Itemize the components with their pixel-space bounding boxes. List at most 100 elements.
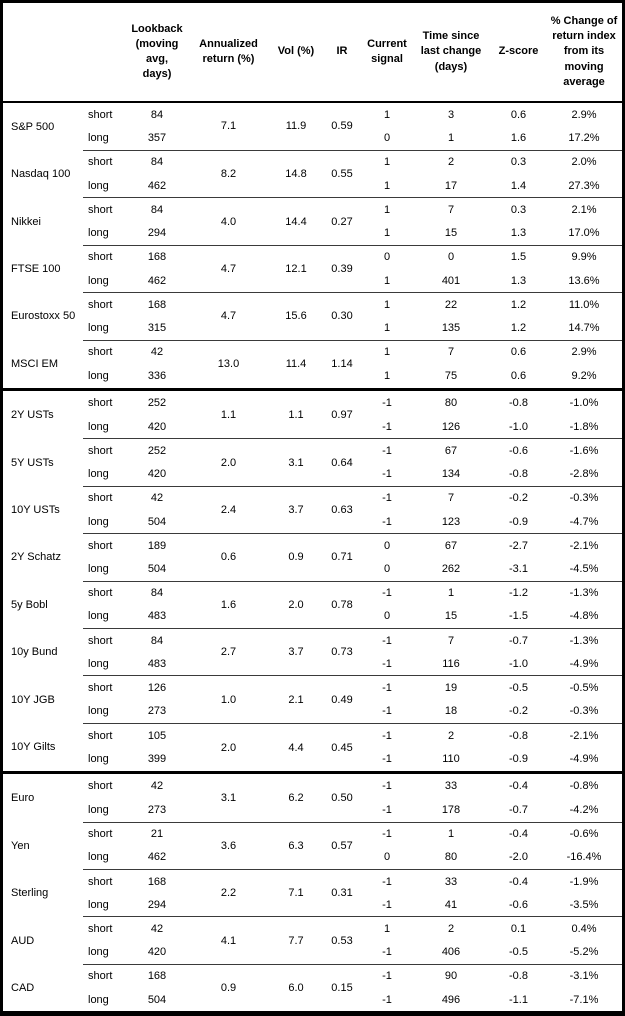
lookback-value: 420 — [128, 462, 186, 487]
asset-row-long: long 273 -1 178 -0.7 -4.2% — [3, 798, 622, 823]
asset-row-long: long 273 -1 18 -0.2 -0.3% — [3, 699, 622, 724]
asset-name-cell: MSCI EM — [3, 340, 83, 391]
pct-change-value: -4.5% — [546, 557, 622, 582]
row-type-label: short — [88, 156, 113, 169]
asset-name-cell: AUD — [11, 934, 35, 947]
time-since-value: 15 — [411, 221, 491, 246]
time-since-value: 19 — [444, 682, 458, 695]
pct-change-value: -1.3% — [569, 634, 599, 647]
signal-value: -1 — [382, 780, 392, 793]
time-since-value: 2 — [447, 729, 455, 742]
lookback-value: 420 — [128, 940, 186, 965]
asset-name-cell: 5Y USTs — [11, 456, 54, 469]
time-since-value: 75 — [411, 363, 491, 391]
pct-change-value: -0.5% — [569, 682, 599, 695]
lookback-value: 105 — [147, 729, 167, 742]
vol-value: 14.4 — [271, 197, 321, 246]
ir-value: 0.15 — [331, 981, 353, 994]
signal-value: -1 — [382, 634, 392, 647]
signal-value: -1 — [363, 699, 411, 724]
ir-value: 0.64 — [321, 438, 363, 487]
pct-change-value: 17.0% — [546, 221, 622, 246]
time-since-value: 401 — [411, 268, 491, 294]
asset-row-short: 10Y JGB short 126 1.0 2.1 0.49 -1 19 -0.5 -0.5% — [3, 675, 622, 724]
ir-value: 0.49 — [321, 675, 363, 724]
lookback-value: 84 — [150, 156, 164, 169]
lookback-value: 483 — [128, 652, 186, 677]
signal-value: -1 — [363, 462, 411, 487]
pct-change-value: -4.9% — [546, 652, 622, 677]
pct-change-value: -4.7% — [546, 509, 622, 535]
z-score-value: 1.5 — [510, 251, 527, 264]
asset-row-long: long 399 -1 110 -0.9 -4.9% — [3, 747, 622, 775]
lookback-value: 336 — [128, 363, 186, 391]
pct-change-value: 2.0% — [571, 156, 597, 169]
asset-name-cell: 10Y Gilts — [3, 723, 83, 775]
row-type-label: long — [83, 893, 128, 918]
row-type-label: long — [83, 652, 128, 677]
lookback-value: 84 — [150, 108, 164, 121]
asset-row-short: Eurostoxx 50 short 168 4.7 15.6 0.30 1 22 1.2 11.… — [3, 292, 622, 341]
pct-change-value: 0.4% — [571, 923, 597, 936]
row-type-label: short — [88, 203, 113, 216]
asset-row-long: long 294 -1 41 -0.6 -3.5% — [3, 893, 622, 918]
row-type-label: long — [83, 557, 128, 582]
vol-value: 0.9 — [271, 533, 321, 582]
time-since-value: 3 — [447, 108, 455, 121]
row-type-label: short — [88, 729, 113, 742]
lookback-value: 462 — [128, 845, 186, 870]
asset-name-cell: 10Y JGB — [11, 693, 55, 706]
asset-row-short: Yen short 21 3.6 6.3 0.57 -1 1 -0.4 -0.6% — [3, 822, 622, 871]
lookback-value: 252 — [147, 397, 167, 409]
z-score-value: 1.3 — [491, 221, 546, 246]
vol-value: 4.4 — [271, 723, 321, 775]
annualized-return-value: 2.7 — [186, 628, 271, 677]
time-since-value: 1 — [447, 587, 455, 600]
asset-row-long: long 420 -1 134 -0.8 -2.8% — [3, 462, 622, 487]
lookback-value: 42 — [150, 923, 164, 936]
asset-row-short: FTSE 100 short 168 4.7 12.1 0.39 0 0 1.5 9.9% — [3, 245, 622, 294]
annualized-return-value: 3.1 — [186, 772, 271, 823]
row-type-label: short — [88, 634, 113, 647]
signal-value: -1 — [382, 682, 392, 695]
signal-value: 1 — [383, 108, 391, 121]
vol-value: 6.0 — [288, 981, 304, 994]
lookback-value: 42 — [150, 492, 164, 505]
row-type-label: short — [88, 828, 113, 841]
time-since-value: 67 — [444, 444, 458, 457]
ir-value: 0.59 — [321, 102, 363, 151]
vol-value: 6.3 — [271, 822, 321, 871]
pct-change-value: -0.3% — [546, 699, 622, 724]
asset-row-short: 10Y Gilts short 105 2.0 4.4 0.45 -1 2 -0.8 -2.1% — [3, 723, 622, 775]
signal-value: 1 — [383, 203, 391, 216]
signal-value: -1 — [363, 940, 411, 965]
asset-name-cell: 5y Bobl — [11, 598, 48, 611]
z-score-value: -2.7 — [509, 539, 528, 552]
row-type-label: short — [88, 444, 113, 457]
row-type-label: long — [83, 415, 128, 440]
row-type-label: short — [88, 492, 113, 505]
row-type-label: short — [88, 970, 113, 983]
ir-value: 0.39 — [321, 245, 363, 294]
row-type-label: short — [88, 298, 113, 311]
asset-row-short: S&P 500 short 84 7.1 11.9 0.59 1 3 0.6 2.9% — [3, 102, 622, 151]
asset-row-short: 2Y Schatz short 189 0.6 0.9 0.71 0 67 -2.7 -2.1% — [3, 533, 622, 582]
vol-value: 3.7 — [271, 628, 321, 677]
signal-value: -1 — [363, 652, 411, 677]
z-score-value: -0.5 — [491, 940, 546, 965]
z-score-value: 0.6 — [510, 346, 527, 359]
signal-value: 1 — [363, 363, 411, 391]
time-since-value: 496 — [441, 993, 461, 1006]
signal-value: -1 — [363, 509, 411, 535]
time-since-value: 80 — [444, 397, 458, 409]
trend-signals-table: Lookback (moving avg, days) Annualized re… — [3, 3, 622, 1011]
lookback-value: 252 — [147, 444, 167, 457]
row-type-label: long — [83, 699, 128, 724]
z-score-value: -0.9 — [491, 747, 546, 775]
row-type-label: short — [88, 397, 113, 409]
lookback-value: 504 — [128, 509, 186, 535]
row-type-label: long — [83, 509, 128, 535]
row-type-label: short — [88, 780, 113, 793]
pct-change-value: -0.8% — [569, 780, 599, 793]
